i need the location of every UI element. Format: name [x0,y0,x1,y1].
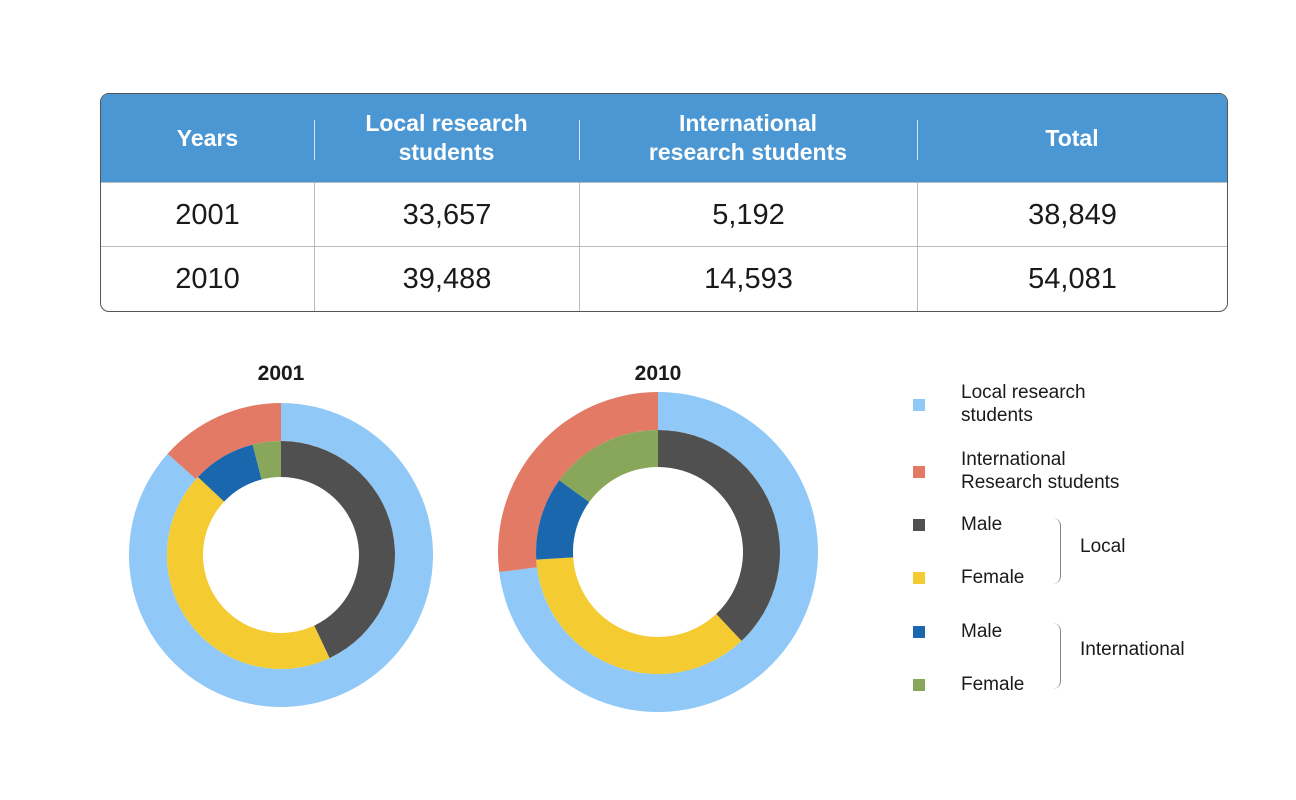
legend-label: International Research students [961,449,1120,493]
cell: 2001 [175,198,240,231]
inner-slice-local-male [281,441,396,659]
inner-slice-local-male [658,430,780,641]
inner-slice-international-female [252,441,281,480]
cell: 38,849 [917,183,1227,247]
header-cell: Years [176,124,239,151]
legend-label: Male [961,621,1003,642]
table-row: 2010 39,488 14,593 54,081 [101,246,1227,311]
header-cell: Local research students [314,94,579,182]
legend-swatch [913,679,925,691]
legend-swatch [913,399,925,411]
chart-title-2010: 2010 [634,362,682,385]
header-text: International research students [648,110,848,165]
inner-slice-local-female [167,476,330,670]
legend-swatch [913,466,925,478]
cell: 5,192 [579,183,917,247]
legend-label: Local research students [961,382,1086,426]
inner-slice-international-male [197,444,262,502]
inner-slice-international-male [536,480,590,560]
legend-swatch [913,626,925,638]
legend-label: Male [961,514,1003,535]
brace-local [1052,518,1061,584]
table-row: 2001 33,657 5,192 38,849 [101,182,1227,247]
header-text: Local research students [365,110,528,165]
outer-slice-international-research-students [498,392,658,573]
outer-slice-international-research-students [167,403,281,480]
legend-label: Female [961,674,1025,695]
legend-group-label: Local [1080,536,1126,557]
inner-slice-international-female [559,430,658,503]
table-header: Years Local research students Internatio… [101,94,1227,182]
cell: 33,657 [314,183,579,247]
header-cell: International research students [579,94,917,182]
cell: 2010 [175,263,240,295]
cell: 39,488 [314,247,579,311]
brace-international [1052,623,1061,689]
legend-swatch [913,572,925,584]
legend-label: Female [961,567,1025,588]
cell: 54,081 [917,247,1227,311]
inner-slice-local-female [536,557,742,674]
legend-swatch [913,519,925,531]
legend-group-label: International [1080,639,1185,660]
header-cell: Total [917,94,1227,182]
cell: 14,593 [579,247,917,311]
data-table: Years Local research students Internatio… [100,93,1228,312]
chart-title-2001: 2001 [257,362,305,385]
